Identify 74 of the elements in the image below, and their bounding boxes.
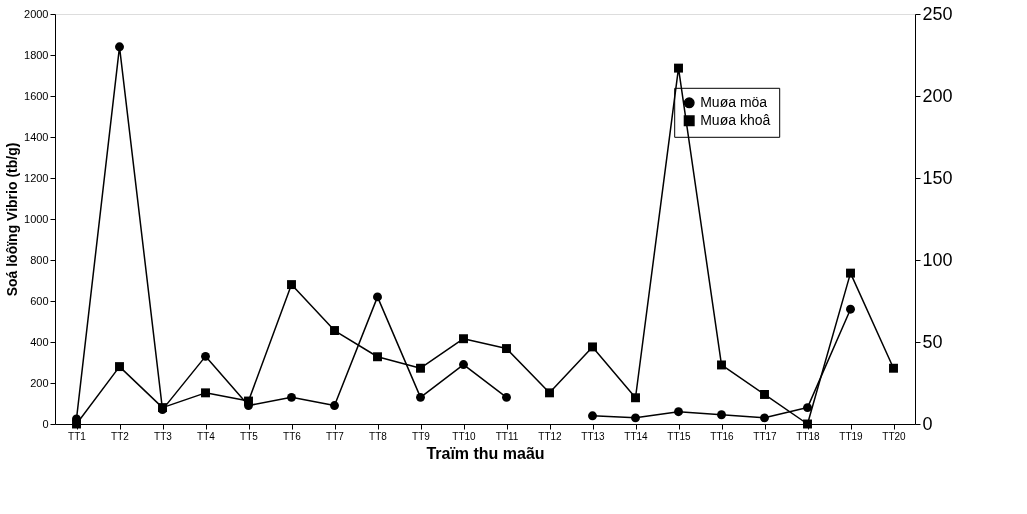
point [631, 393, 640, 403]
x-tick-label: TT17 [753, 430, 778, 442]
point [502, 392, 511, 402]
point [717, 410, 726, 420]
y-tick-label: 400 [30, 335, 49, 348]
y2-tick-label: 150 [922, 167, 953, 188]
y2-tick-label: 250 [922, 3, 953, 24]
point [287, 280, 296, 290]
point [803, 403, 812, 413]
x-tick-label: TT9 [412, 430, 431, 442]
x-tick-label: TT4 [197, 430, 216, 442]
point [717, 360, 726, 370]
x-tick-label: TT15 [667, 430, 692, 442]
point [115, 362, 124, 372]
point [846, 304, 855, 314]
point [545, 388, 554, 398]
y2-tick-label: 200 [922, 85, 953, 106]
y-tick-label: 800 [30, 253, 49, 266]
point [846, 268, 855, 278]
y-axis-title: Soá löôïng Vibrio (tb/g) [4, 142, 21, 297]
y2-tick-label: 100 [922, 249, 953, 270]
x-tick-label: TT6 [283, 430, 302, 442]
point [502, 344, 511, 354]
point [674, 407, 683, 417]
point [588, 342, 597, 352]
y2-tick-label: 0 [922, 413, 933, 434]
legend-label: Muøa khoâ [700, 111, 771, 128]
x-tick-label: TT10 [452, 430, 477, 442]
point [201, 388, 210, 398]
x-tick-label: TT20 [882, 430, 907, 442]
x-tick-label: TT7 [326, 430, 345, 442]
x-tick-label: TT8 [369, 430, 388, 442]
x-tick-label: TT19 [839, 430, 864, 442]
point [416, 392, 425, 402]
point [244, 396, 253, 406]
x-tick-label: TT1 [68, 430, 87, 442]
x-tick-label: TT5 [240, 430, 259, 442]
point [459, 360, 468, 370]
point [373, 352, 382, 362]
point [889, 363, 898, 373]
y-tick-label: 1000 [24, 212, 49, 225]
point [287, 392, 296, 402]
point [674, 63, 683, 73]
x-tick-label: TT14 [624, 430, 649, 442]
legend-label: Muøa möa [700, 93, 768, 110]
y-tick-label: 200 [30, 376, 49, 389]
x-tick-label: TT12 [538, 430, 563, 442]
point [631, 413, 640, 423]
point [760, 413, 769, 423]
point [760, 390, 769, 399]
y-tick-label: 1800 [24, 48, 49, 61]
x-tick-label: TT16 [710, 430, 735, 442]
y2-tick-label: 50 [922, 331, 943, 352]
y-tick-label: 600 [30, 294, 49, 307]
y-tick-label: 0 [42, 417, 49, 430]
point [330, 401, 339, 411]
point [803, 419, 812, 429]
y-tick-label: 1200 [24, 171, 49, 184]
x-tick-label: TT18 [796, 430, 821, 442]
y-tick-label: 1600 [24, 89, 49, 102]
point [115, 42, 124, 52]
point [373, 292, 382, 302]
point [416, 363, 425, 373]
x-tick-label: TT13 [581, 430, 606, 442]
point [459, 334, 468, 344]
point [588, 411, 597, 421]
point [330, 326, 339, 335]
x-tick-label: TT3 [154, 430, 173, 442]
x-axis-title: Traïm thu maãu [426, 444, 545, 462]
x-tick-label: TT2 [111, 430, 130, 442]
y-tick-label: 2000 [24, 7, 49, 20]
x-tick-label: TT11 [495, 430, 519, 442]
point [201, 351, 210, 361]
y-tick-label: 1400 [24, 130, 49, 143]
